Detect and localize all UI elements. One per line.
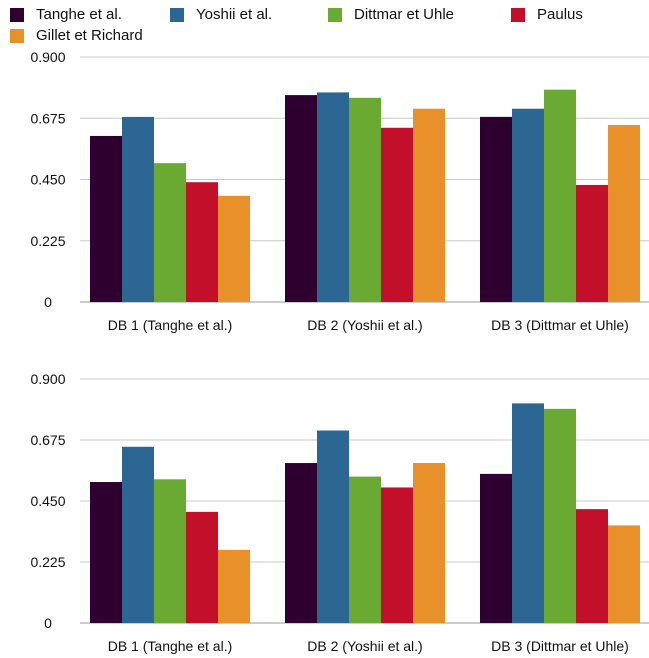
bar-2-2-5: [413, 463, 445, 623]
legend-label: Tanghe et al.: [36, 6, 122, 23]
y-tick-label: 0: [44, 294, 52, 310]
bar-2-1-2: [122, 446, 154, 623]
legend-item-tanghe: Tanghe et al.: [10, 6, 122, 23]
y-tick-label: 0.225: [30, 554, 65, 570]
bar-2-1-1: [90, 482, 122, 623]
y-tick-label: 0.675: [30, 110, 65, 126]
legend-item-yoshii: Yoshii et al.: [170, 6, 272, 23]
x-category-label: DB 1 (Tanghe et al.): [108, 638, 233, 654]
y-tick-label: 0.450: [30, 172, 65, 188]
bar-2-1-4: [186, 511, 218, 623]
bar-1-1-2: [122, 116, 154, 302]
bar-1-1-3: [154, 163, 186, 302]
bar-1-3-2: [512, 108, 544, 302]
legend-label: Yoshii et al.: [196, 6, 273, 23]
bar-1-2-2: [317, 92, 349, 302]
y-tick-label: 0: [44, 615, 52, 631]
bar-2-2-3: [349, 476, 381, 623]
legend-swatch: [10, 7, 24, 22]
y-tick-label: 0.900: [30, 49, 65, 65]
y-tick-label: 0.675: [30, 432, 65, 448]
x-category-label: DB 2 (Yoshii et al.): [307, 317, 422, 333]
bar-1-3-3: [544, 89, 576, 303]
legend-item-dittmar: Dittmar et Uhle: [328, 6, 454, 23]
bar-2-3-2: [512, 403, 544, 623]
x-category-label: DB 3 (Dittmar et Uhle): [491, 638, 629, 654]
legend-label: Dittmar et Uhle: [354, 6, 455, 23]
legend-swatch: [511, 7, 525, 22]
bar-2-2-2: [317, 430, 349, 623]
bar-2-1-5: [218, 549, 250, 623]
bar-1-1-1: [90, 135, 122, 302]
bar-2-3-1: [480, 473, 512, 623]
y-tick-label: 0.450: [30, 493, 65, 509]
y-tick-label: 0.900: [30, 371, 65, 387]
bar-1-3-1: [480, 116, 512, 302]
legend-swatch: [10, 28, 24, 43]
legend-item-paulus: Paulus: [511, 6, 583, 23]
bar-1-1-5: [218, 195, 250, 302]
bar-1-3-5: [608, 125, 640, 302]
bar-1-2-4: [381, 127, 413, 303]
bar-1-2-3: [349, 97, 381, 302]
bar-2-3-3: [544, 408, 576, 623]
legend: Tanghe et al. Yoshii et al. Dittmar et U…: [0, 0, 649, 48]
x-category-label: DB 1 (Tanghe et al.): [108, 317, 233, 333]
bar-1-2-1: [285, 95, 317, 302]
legend-swatch: [328, 7, 342, 22]
legend-swatch: [170, 7, 184, 22]
bar-1-1-4: [186, 182, 218, 302]
bar-2-3-5: [608, 525, 640, 623]
legend-label: Gillet et Richard: [36, 27, 143, 44]
legend-item-gillet: Gillet et Richard: [10, 27, 143, 44]
y-tick-label: 0.225: [30, 233, 65, 249]
bar-2-3-4: [576, 509, 608, 623]
bar-1-2-5: [413, 108, 445, 302]
x-category-label: DB 2 (Yoshii et al.): [307, 638, 422, 654]
bar-2-2-1: [285, 463, 317, 623]
bar-1-3-4: [576, 184, 608, 302]
bar-2-2-4: [381, 487, 413, 623]
x-category-label: DB 3 (Dittmar et Uhle): [491, 317, 629, 333]
bar-2-1-3: [154, 479, 186, 623]
legend-label: Paulus: [537, 6, 583, 23]
